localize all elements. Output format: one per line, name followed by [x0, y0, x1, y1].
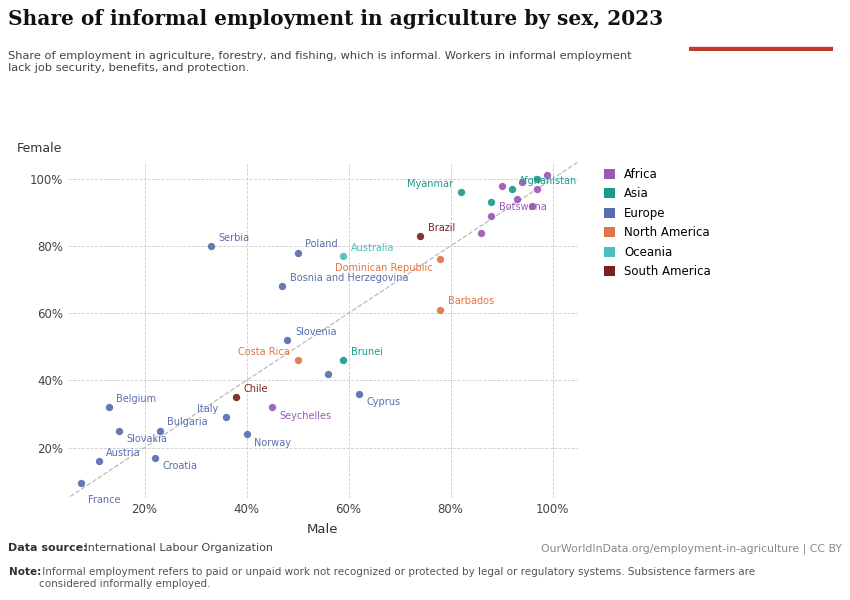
Text: Share of informal employment in agriculture by sex, 2023: Share of informal employment in agricult… [8, 9, 664, 29]
Text: Share of employment in agriculture, forestry, and fishing, which is informal. Wo: Share of employment in agriculture, fore… [8, 51, 632, 73]
Point [275, 281, 289, 291]
Point [515, 178, 529, 187]
Text: Note:: Note: [8, 567, 41, 577]
Text: Croatia: Croatia [162, 461, 197, 471]
Point [321, 369, 335, 379]
Point [112, 426, 126, 436]
Point [240, 430, 253, 439]
Text: France: France [88, 494, 121, 505]
Point [484, 211, 498, 221]
Text: Barbados: Barbados [448, 296, 494, 307]
Text: Brazil: Brazil [428, 223, 455, 233]
Text: Myanmar: Myanmar [407, 179, 453, 189]
Point [413, 231, 427, 241]
Point [148, 453, 162, 463]
Point [434, 254, 447, 264]
X-axis label: Male: Male [307, 523, 339, 536]
Text: Brunei: Brunei [351, 347, 383, 357]
Text: Dominican Republic: Dominican Republic [335, 263, 433, 273]
Point [337, 251, 350, 261]
Text: Slovakia: Slovakia [127, 434, 167, 444]
Point [280, 335, 294, 345]
Point [454, 187, 468, 197]
Text: Belgium: Belgium [116, 394, 156, 404]
Text: Norway: Norway [254, 437, 292, 448]
Point [74, 478, 88, 488]
Text: Our World: Our World [731, 17, 790, 27]
Text: OurWorldInData.org/employment-in-agriculture | CC BY: OurWorldInData.org/employment-in-agricul… [541, 543, 842, 553]
Text: Serbia: Serbia [218, 233, 250, 242]
Text: Bosnia and Herzegovina: Bosnia and Herzegovina [290, 273, 408, 283]
Text: in Data: in Data [740, 35, 782, 45]
Point [525, 201, 539, 211]
Text: Bulgaria: Bulgaria [167, 418, 208, 427]
Text: Italy: Italy [197, 404, 218, 414]
Point [505, 184, 518, 194]
Point [291, 248, 304, 257]
Point [102, 403, 116, 412]
Point [474, 228, 488, 238]
Text: Seychelles: Seychelles [280, 410, 332, 421]
Point [291, 355, 304, 365]
Point [541, 170, 554, 180]
Text: Austria: Austria [106, 448, 141, 458]
Point [230, 392, 243, 402]
Point [530, 184, 544, 194]
Text: Slovenia: Slovenia [295, 327, 337, 337]
Text: Data source:: Data source: [8, 543, 88, 553]
Legend: Africa, Asia, Europe, North America, Oceania, South America: Africa, Asia, Europe, North America, Oce… [604, 168, 711, 278]
Text: Costa Rica: Costa Rica [238, 347, 290, 357]
Point [530, 174, 544, 184]
Text: Botswana: Botswana [499, 202, 547, 212]
Point [153, 426, 167, 436]
Text: Chile: Chile [244, 384, 269, 394]
Text: Australia: Australia [351, 243, 394, 253]
Point [337, 355, 350, 365]
Point [495, 181, 508, 190]
Text: Poland: Poland [305, 239, 337, 250]
Point [265, 403, 279, 412]
Point [92, 456, 105, 466]
Text: International Labour Organization: International Labour Organization [81, 543, 273, 553]
Bar [688, 47, 833, 51]
Point [352, 389, 366, 398]
Text: Afghanistan: Afghanistan [519, 176, 578, 185]
Point [484, 197, 498, 207]
Point [510, 194, 524, 204]
Text: Cyprus: Cyprus [366, 397, 400, 407]
Point [204, 241, 218, 251]
Text: Female: Female [17, 142, 62, 155]
Text: Informal employment refers to paid or unpaid work not recognized or protected by: Informal employment refers to paid or un… [39, 567, 755, 589]
Point [434, 305, 447, 314]
Point [219, 413, 233, 422]
